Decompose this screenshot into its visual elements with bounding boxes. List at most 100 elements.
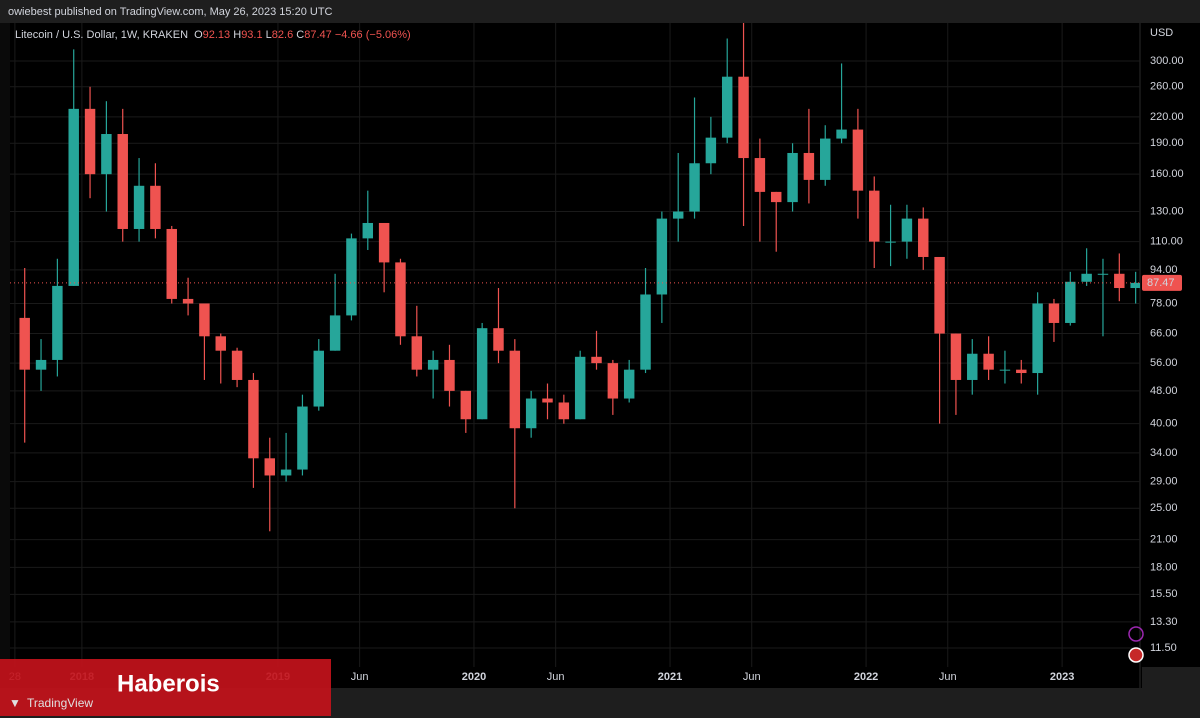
candle-body (1048, 303, 1060, 323)
x-tick-label: Jun (547, 671, 565, 683)
candle-body (19, 317, 30, 370)
candle-body (787, 152, 798, 203)
grid (10, 23, 1140, 667)
candle-body (117, 134, 128, 229)
candle-body (738, 76, 749, 159)
candle-body (231, 350, 243, 380)
candle-body (672, 211, 684, 219)
alert-icon[interactable] (1128, 626, 1144, 642)
candle-body (280, 469, 292, 476)
candle-body (395, 262, 406, 337)
watermark-text: Haberois (117, 670, 220, 697)
y-tick-label: 110.00 (1150, 236, 1183, 248)
flag-icon[interactable] (1128, 647, 1144, 663)
candle-body (52, 285, 63, 360)
watermark-box (0, 659, 331, 716)
candle-body (1065, 281, 1076, 323)
y-tick-label: 190.00 (1150, 137, 1184, 149)
candle-body (215, 336, 226, 351)
candle-body (591, 356, 602, 364)
candle-body (656, 218, 668, 295)
x-tick-label: 2022 (854, 671, 878, 683)
y-tick-label: 94.00 (1150, 264, 1178, 276)
y-tick-label: 13.30 (1150, 616, 1178, 628)
candle-body (297, 406, 308, 470)
y-tick-label: 300.00 (1150, 55, 1184, 67)
candle-body (378, 222, 390, 263)
candle-body (918, 218, 929, 257)
y-tick-label: 18.00 (1150, 561, 1178, 573)
candle-body (852, 129, 864, 191)
candle-body (1016, 369, 1027, 374)
candle-body (150, 185, 161, 229)
candle-body (166, 228, 177, 299)
open-label: O (194, 29, 203, 41)
tradingview-logo[interactable]: TradingView (27, 696, 93, 710)
candle-body (983, 353, 994, 370)
y-tick-label: 220.00 (1150, 111, 1184, 123)
candle-body (346, 238, 357, 316)
last-price-box (1142, 274, 1182, 291)
high-label: H (233, 29, 241, 41)
candle-body (721, 76, 733, 138)
candle-body (509, 350, 521, 429)
close-label: C (296, 29, 304, 41)
candle-body (133, 185, 145, 229)
candle-body (476, 328, 488, 420)
x-tick-label: Jun (351, 671, 369, 683)
candle-body (1097, 273, 1109, 275)
ohlc-legend: Litecoin / U.S. Dollar, 1W, KRAKEN O92.1… (15, 29, 411, 41)
low-value: 82.6 (272, 29, 293, 41)
candle-body (542, 398, 553, 403)
candle-body (411, 336, 423, 370)
candle-body (68, 108, 79, 286)
left-margin (0, 23, 10, 667)
candle-body (1114, 273, 1125, 289)
candle-body (329, 315, 341, 351)
y-tick-label: 11.50 (1150, 642, 1177, 654)
y-tick-label: 40.00 (1150, 418, 1178, 430)
y-tick-label: 130.00 (1150, 205, 1184, 217)
candle-body (885, 241, 896, 243)
logo-mark: ▼ (9, 696, 21, 710)
candle-body (803, 152, 815, 180)
y-tick-label: 25.00 (1150, 502, 1178, 514)
x-tick-label: 2020 (462, 671, 486, 683)
candle-body (35, 359, 47, 370)
candle-body (84, 108, 96, 175)
high-value: 93.1 (241, 29, 262, 41)
candle-body (950, 333, 962, 380)
candle-body (493, 328, 504, 351)
candle-body (101, 134, 112, 175)
low-label: L (266, 29, 272, 41)
candle-body (199, 303, 210, 337)
candle-body (869, 190, 880, 242)
y-tick-label: 34.00 (1150, 447, 1178, 459)
y-tick-label: 48.00 (1150, 385, 1178, 397)
open-value: 92.13 (203, 29, 231, 41)
candle-body (1081, 273, 1092, 282)
top-bar (0, 0, 1200, 23)
candle-body (362, 222, 374, 239)
candle-body (313, 350, 325, 407)
candle-body (705, 137, 717, 164)
currency-label: USD (1150, 27, 1173, 39)
y-tick-label: 29.00 (1150, 475, 1178, 487)
y-tick-label: 21.00 (1150, 534, 1178, 546)
y-tick-label: 78.00 (1150, 297, 1178, 309)
candle-body (574, 356, 586, 420)
candle-body (1032, 303, 1043, 374)
last-price-label: 87.47 (1147, 277, 1175, 289)
x-tick-label: Jun (939, 671, 957, 683)
candle-body (967, 353, 978, 380)
candle-body (460, 390, 472, 420)
x-tick-label: 2021 (658, 671, 682, 683)
candle-body (1130, 282, 1140, 289)
candle-body (623, 369, 635, 399)
candle-body (607, 363, 619, 399)
candle-body (264, 458, 275, 476)
x-tick-label: Jun (743, 671, 761, 683)
y-tick-label: 160.00 (1150, 168, 1184, 180)
